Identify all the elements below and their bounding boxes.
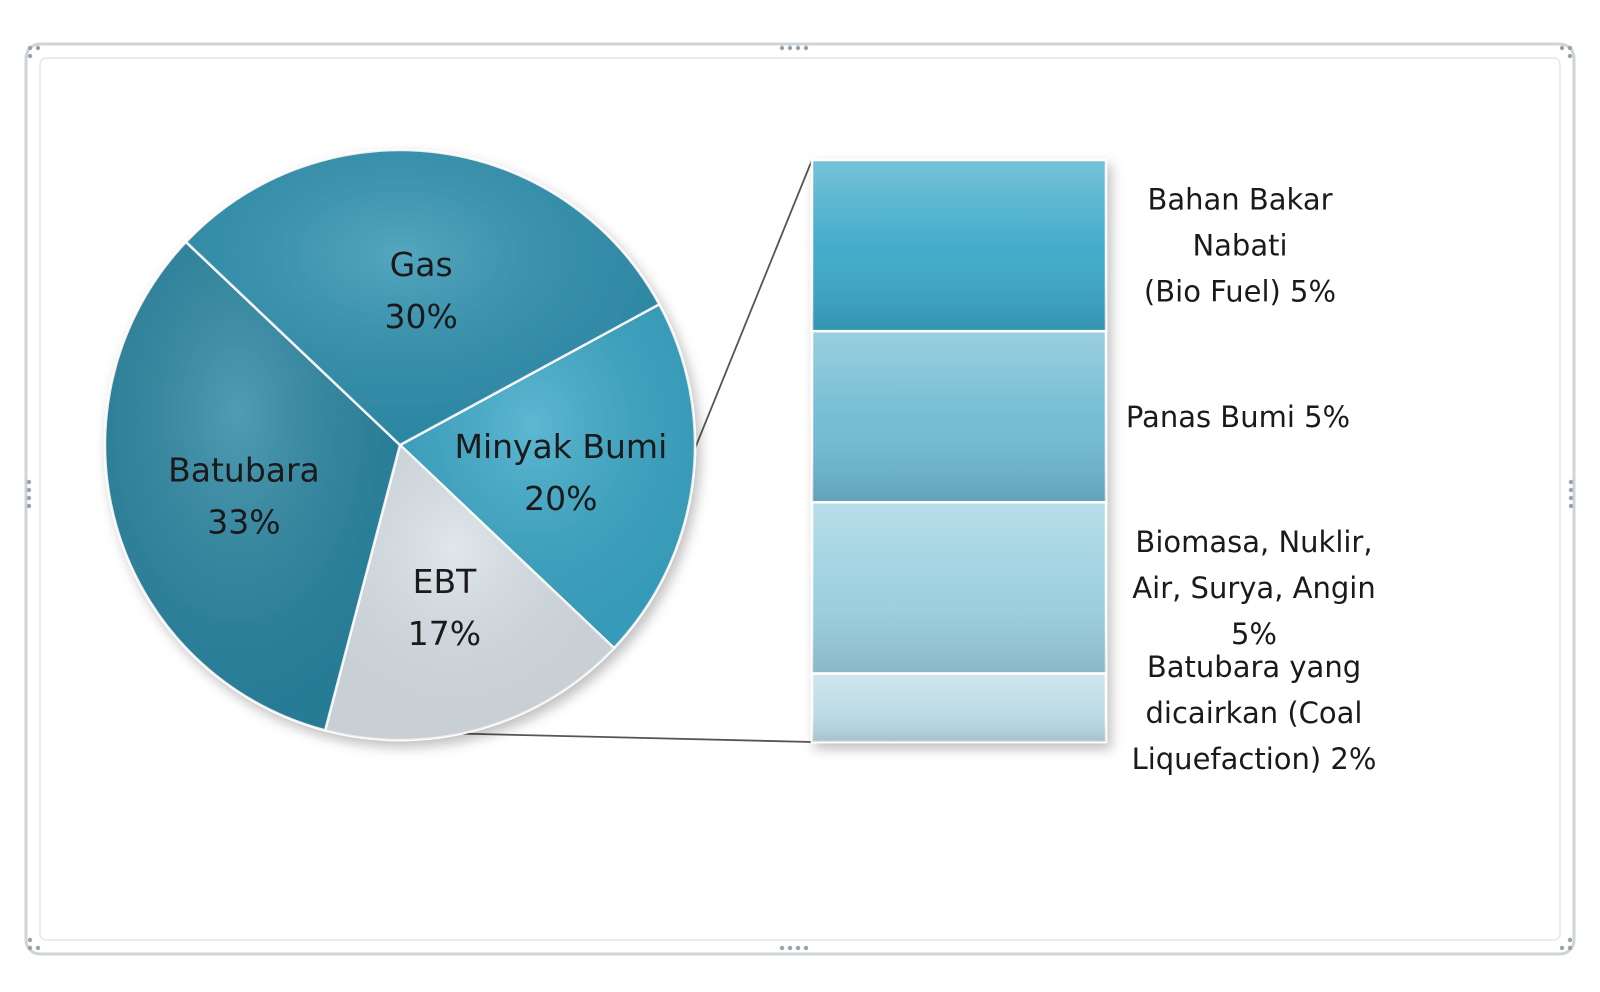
bar-label-3-line-1: Biomasa, Nuklir, — [1135, 525, 1372, 559]
bar-label-1-line-3: (Bio Fuel) 5% — [1144, 275, 1336, 309]
pie-slice-ebt-shine — [325, 445, 614, 740]
pie-value-gas: 30% — [384, 297, 457, 336]
bar-segment-1-shine — [812, 160, 1106, 332]
pie-labels: Minyak Bumi 20% EBT 17% Batubara 33% Gas 30% — [168, 245, 667, 653]
pie-label-gas: Gas — [390, 245, 453, 284]
pie-label-minyak-bumi: Minyak Bumi — [454, 427, 667, 466]
bar-label-4-line-3: Liquefaction) 2% — [1132, 742, 1377, 776]
pie-value-ebt: 17% — [408, 614, 481, 653]
pie-slice-gas-shine — [186, 150, 660, 445]
bar-label-4-line-2: dicairkan (Coal — [1146, 696, 1363, 730]
bar-label-2-line-1: Panas Bumi 5% — [1126, 400, 1350, 434]
bar-segment-3-shine — [812, 502, 1106, 674]
bar-segment-2-shine — [812, 331, 1106, 503]
pie-value-batubara: 33% — [207, 502, 280, 541]
pie-value-minyak-bumi: 20% — [524, 479, 597, 518]
pie-slice-minyak-bumi-shine — [400, 304, 695, 649]
bar-label-3-line-2: Air, Surya, Angin — [1132, 571, 1375, 605]
pie-label-batubara: Batubara — [168, 450, 320, 489]
pie-label-ebt: EBT — [413, 562, 477, 601]
resize-handles[interactable] — [26, 45, 1574, 951]
pie-slice-batubara-shine — [104, 241, 400, 731]
bar-label-1-line-1: Bahan Bakar — [1147, 183, 1332, 217]
plot-inner-border — [39, 57, 1561, 941]
bar-label-1-line-2: Nabati — [1192, 229, 1287, 263]
breakdown-bar — [810, 158, 1108, 744]
bar-segment-4-shine — [812, 673, 1106, 742]
bar-label-3-line-3: 5% — [1231, 617, 1277, 651]
breakdown-labels: Bahan Bakar Nabati (Bio Fuel) 5% Panas Bumi… — [1126, 183, 1377, 776]
bar-label-4-line-1: Batubara yang — [1147, 650, 1361, 684]
pie — [103, 148, 697, 742]
